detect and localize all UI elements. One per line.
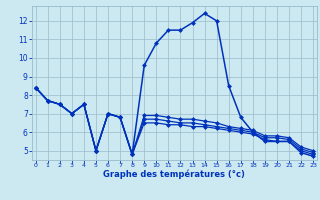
- X-axis label: Graphe des températures (°c): Graphe des températures (°c): [103, 170, 245, 179]
